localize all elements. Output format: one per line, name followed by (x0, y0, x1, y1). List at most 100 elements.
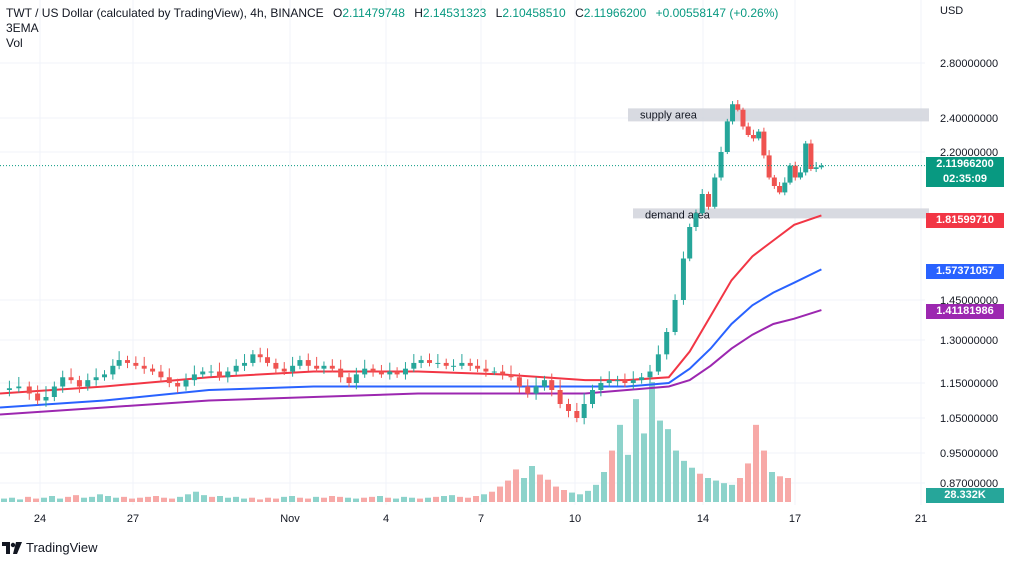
volume-bar (553, 486, 559, 502)
candle-body (756, 131, 762, 139)
candle-body (712, 177, 718, 207)
volume-bar (753, 424, 759, 502)
volume-bar (561, 490, 567, 502)
candle-body (281, 368, 287, 372)
y-tick-label: 1.30000000 (940, 335, 998, 347)
candle-body (590, 390, 596, 404)
candle-body (338, 368, 344, 378)
volume-bar (721, 483, 727, 502)
candle-body (346, 377, 352, 383)
candle-body (370, 368, 376, 372)
candle-body (706, 194, 712, 207)
volume-bar (713, 480, 719, 502)
volume-bar (65, 496, 71, 502)
ema-line (0, 268, 822, 409)
candle-body (435, 362, 441, 364)
candle-body (290, 365, 296, 372)
volume-bar (401, 496, 407, 502)
candle-body (549, 380, 555, 390)
candle-body (606, 380, 612, 383)
volume-bar (329, 496, 335, 502)
candle-body (672, 300, 678, 332)
volume-bar (697, 473, 703, 502)
candle-body (655, 354, 661, 372)
candle-body (76, 380, 82, 387)
candle-body (792, 165, 798, 178)
volume-bar (17, 499, 23, 502)
candle-body (740, 109, 746, 127)
time-axis[interactable]: 24 27 Nov 4 7 10 14 17 21 (34, 513, 927, 525)
candle-body (394, 371, 400, 375)
volume-bar (321, 497, 327, 502)
candle-body (60, 377, 66, 387)
candle-body (630, 380, 636, 383)
volume-bar (25, 496, 31, 502)
volume-bar (769, 472, 775, 502)
volume-bar (113, 497, 119, 502)
volume-bar (529, 466, 535, 502)
volume-bar (305, 498, 311, 502)
volume-bar (441, 496, 447, 502)
last-price-value: 2.11966200 (936, 158, 994, 170)
zone-label: supply area (640, 109, 698, 121)
x-tick-label: 27 (127, 513, 139, 525)
candle-body (102, 374, 107, 378)
volume-bar (97, 494, 103, 502)
volume-bar (569, 492, 575, 502)
candle-body (647, 371, 653, 378)
volume-bar (777, 476, 783, 502)
x-tick-label: 7 (478, 513, 484, 525)
brand-name: TradingView (26, 540, 98, 555)
candle-body (124, 360, 130, 363)
candle-body (183, 380, 189, 387)
candle-body (208, 371, 214, 373)
candle-body (808, 143, 814, 169)
candle-body (525, 386, 531, 394)
volume-bar (41, 497, 47, 502)
grid-lines (0, 0, 925, 505)
candle-body (664, 332, 670, 355)
candle-body (321, 365, 327, 369)
x-tick-label: 10 (569, 513, 581, 525)
volume-bar (33, 498, 39, 502)
volume-bar (353, 498, 359, 502)
candle-body (687, 227, 693, 259)
volume-bar (361, 497, 367, 502)
volume-bar (385, 497, 391, 502)
candle-body (362, 368, 368, 375)
candles (6, 99, 824, 425)
candle-body (557, 390, 563, 404)
price-axis[interactable]: 2.800000002.400000002.200000001.45000000… (940, 58, 998, 490)
volume-bar (241, 498, 247, 502)
candle-body (797, 172, 803, 178)
candle-body (581, 404, 587, 418)
volume-bar (89, 496, 95, 502)
candle-body (730, 104, 736, 122)
last-price-tag: 2.11966200 02:35:09 (926, 157, 1004, 187)
volume-legend[interactable]: Vol (6, 36, 23, 50)
candle-body (541, 380, 547, 387)
tradingview-logo[interactable]: TradingView (2, 540, 98, 555)
y-tick-label: 0.95000000 (940, 448, 998, 460)
candle-body (693, 213, 699, 227)
volume-bar (649, 382, 655, 502)
ema-purple-tag: 1.41181986 (926, 304, 1004, 319)
candle-body (68, 377, 74, 381)
candle-body (451, 365, 457, 367)
candle-body (43, 397, 49, 401)
candle-body (467, 362, 473, 366)
volume-bar (665, 429, 671, 502)
volume-bar (705, 478, 711, 502)
symbol-legend: TWT / US Dollar (calculated by TradingVi… (6, 6, 778, 20)
candle-body (475, 365, 481, 369)
volume-bar (297, 497, 303, 502)
ema-legend[interactable]: 3EMA (6, 21, 39, 35)
candle-body (305, 360, 311, 366)
volume-bar (585, 490, 591, 502)
candle-body (615, 380, 621, 382)
volume-bar (657, 420, 663, 502)
volume-bar (81, 497, 87, 502)
candle-body (724, 121, 730, 152)
